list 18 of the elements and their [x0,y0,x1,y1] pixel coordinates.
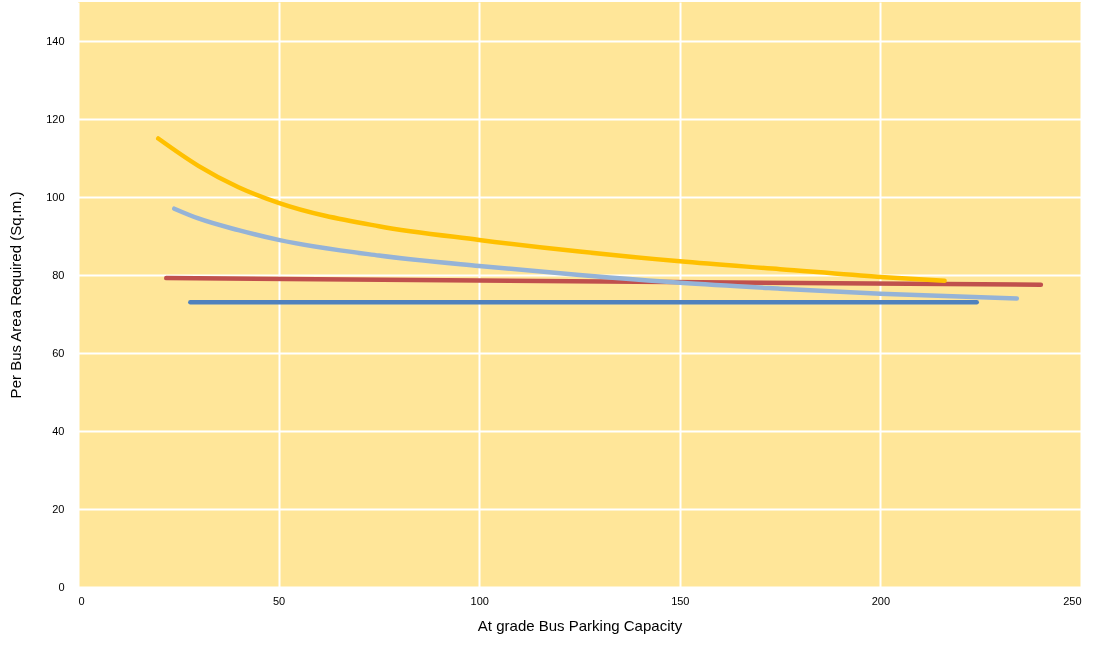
line-series [155,136,947,284]
x-tick-label: 150 [671,594,690,607]
y-tick-label: 100 [46,190,65,203]
y-tick-label: 0 [58,580,65,593]
x-tick-label: 50 [272,594,286,607]
x-tick-label: 250 [1063,594,1082,607]
line-series [172,206,1020,301]
y-tick-label: 80 [52,268,65,281]
y-tick-label: 20 [52,502,65,515]
x-axis-title: At grade Bus Parking Capacity [477,616,683,634]
y-tick-label: 60 [52,346,65,359]
x-tick-label: 200 [871,594,891,607]
y-axis-title: Per Bus Area Required (Sq.m.) [7,191,25,399]
y-tick-label: 140 [46,34,65,47]
y-tick-label: 40 [52,424,65,437]
x-tick-label: 100 [470,594,489,607]
y-tick-label: 120 [46,112,65,125]
x-tick-label: 0 [78,594,85,607]
